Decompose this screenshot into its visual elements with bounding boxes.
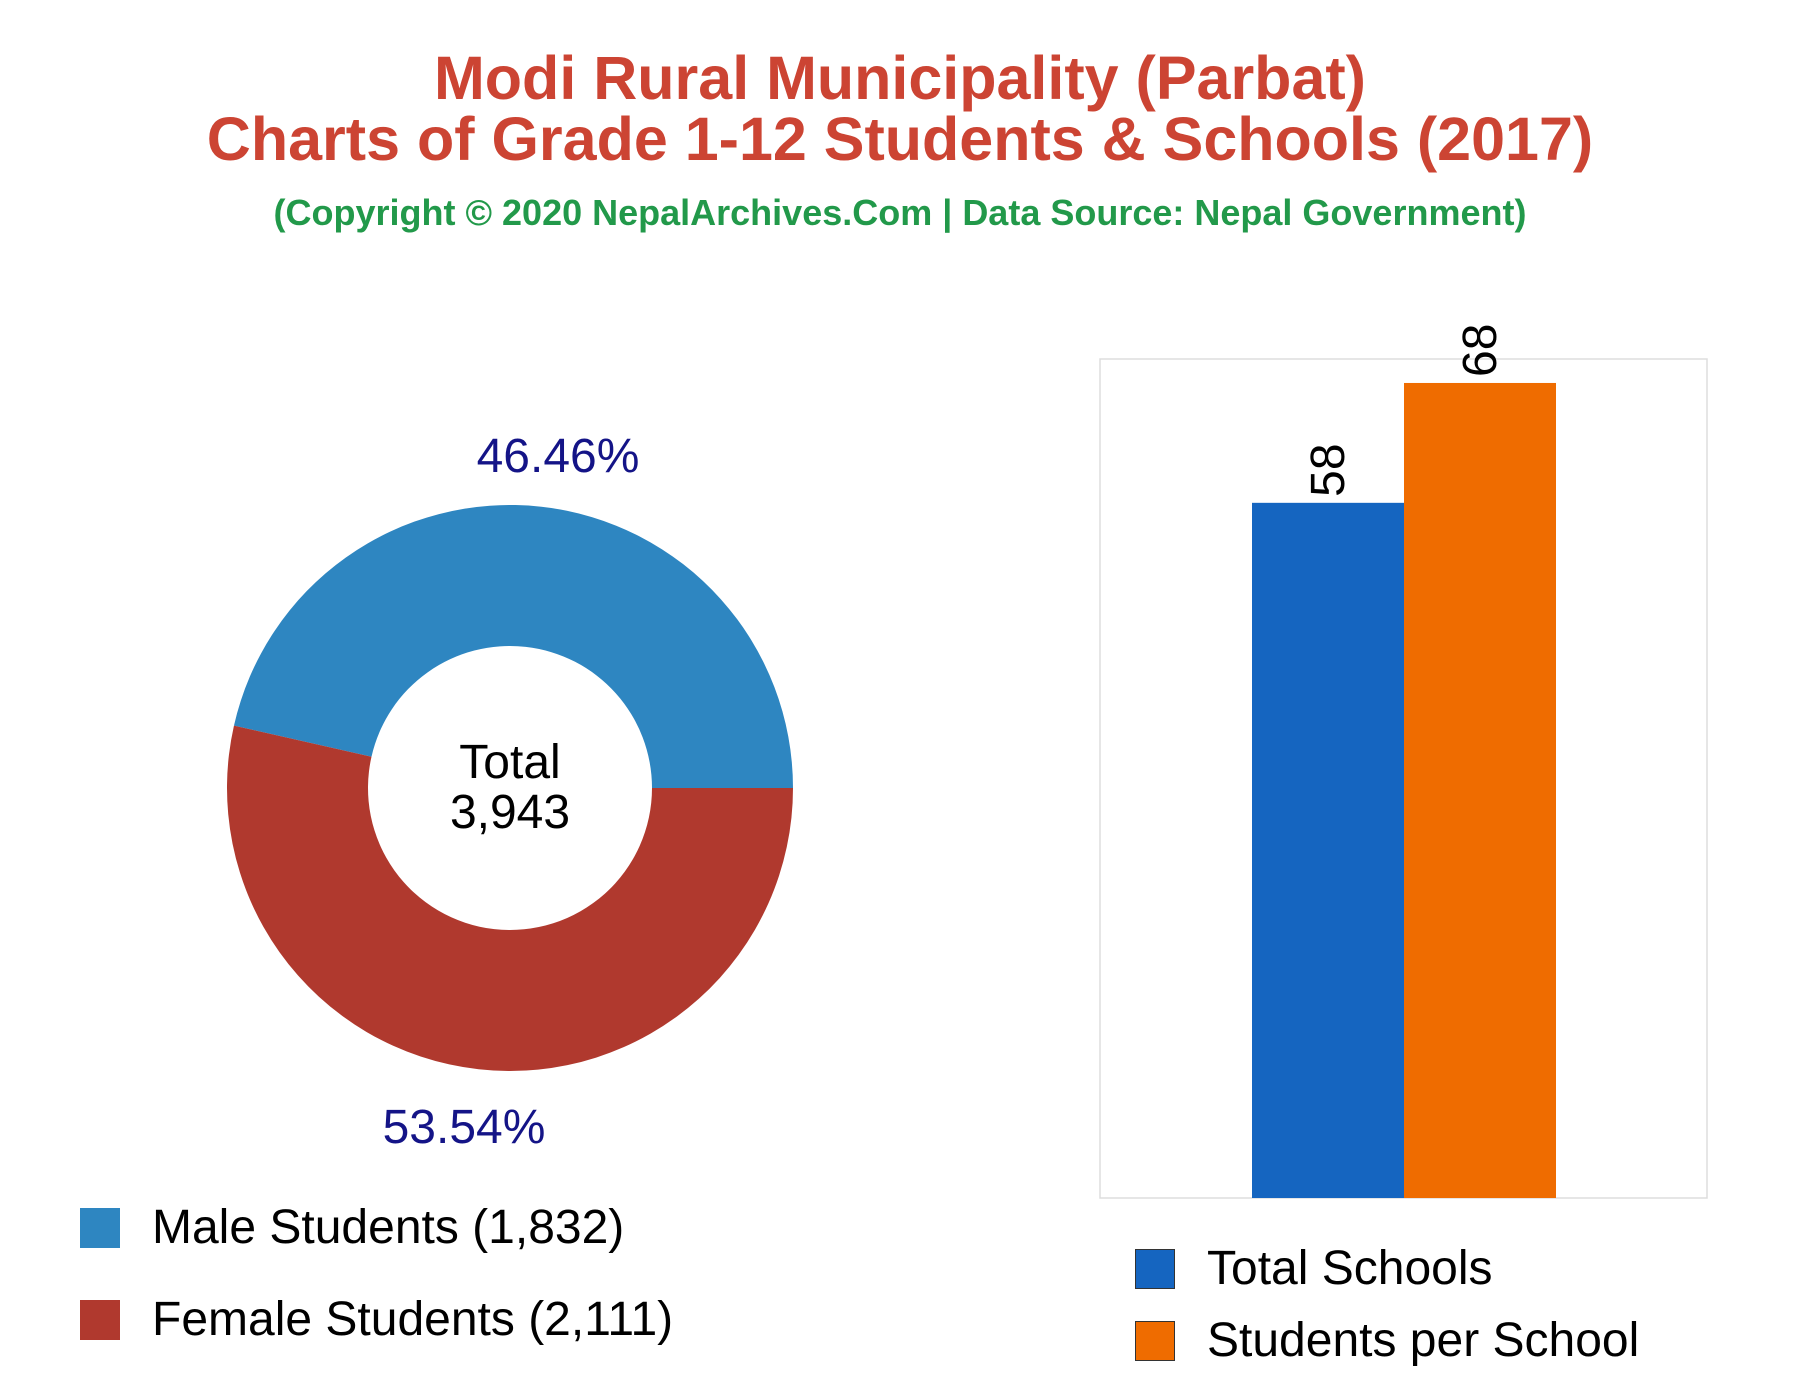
legend-swatch-students-per-school <box>1135 1320 1175 1361</box>
legend-label-total-schools: Total Schools <box>1207 1242 1493 1295</box>
bar-label-total-schools: 58 <box>1302 443 1355 496</box>
donut-percent-label-male: 46.46% <box>477 430 640 483</box>
legend-label-male: Male Students (1,832) <box>152 1201 625 1254</box>
legend-swatch-male <box>80 1207 120 1248</box>
legend-item-total-schools: Total Schools <box>1135 1241 1493 1296</box>
bar-students-per-school <box>1404 382 1556 1198</box>
legend-item-female: Female Students (2,111) <box>80 1292 673 1347</box>
chart-title-block: Modi Rural Municipality (Parbat) Charts … <box>0 48 1800 234</box>
donut-slice-female <box>227 725 794 1071</box>
bar-label-students-per-school: 68 <box>1454 324 1507 377</box>
legend-label-students-per-school: Students per School <box>1207 1314 1640 1367</box>
donut-center-label: Total <box>459 736 560 789</box>
legend-swatch-female <box>80 1299 120 1340</box>
donut-chart: 46.46% 53.54% <box>227 430 794 1154</box>
donut-percent-label-female: 53.54% <box>383 1101 546 1154</box>
bar-total-schools <box>1252 502 1404 1198</box>
donut-center-value: 3,943 <box>450 786 570 839</box>
legend-item-students-per-school: Students per School <box>1135 1313 1639 1368</box>
chart-title-line-2: Charts of Grade 1-12 Students & Schools … <box>206 105 1594 173</box>
legend-label-female: Female Students (2,111) <box>152 1293 674 1346</box>
chart-title-line-1: Modi Rural Municipality (Parbat) <box>433 44 1366 112</box>
chart-subtitle: (Copyright © 2020 NepalArchives.Com | Da… <box>273 192 1527 233</box>
donut-slice-male <box>233 504 794 788</box>
bar-chart: 58 68 <box>1252 324 1556 1198</box>
legend-item-male: Male Students (1,832) <box>80 1200 624 1255</box>
legend-swatch-total-schools <box>1135 1248 1175 1289</box>
